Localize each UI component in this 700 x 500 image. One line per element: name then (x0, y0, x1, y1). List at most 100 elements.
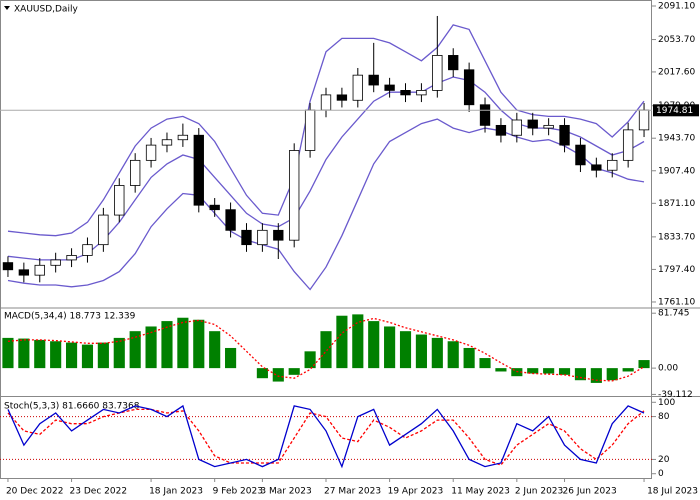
candle-body (575, 144, 586, 166)
y-tick-label: 2017.60 (658, 67, 695, 77)
macd-bar (415, 334, 427, 369)
candle-body (463, 69, 475, 106)
y-tick-label: 1761.10 (658, 297, 695, 307)
x-tick-label: 19 Apr 2023 (388, 487, 444, 497)
macd-bar (590, 368, 602, 383)
candle-body (257, 229, 268, 246)
candle-body (352, 74, 363, 101)
macd-bar (463, 347, 475, 369)
macd-bar (479, 358, 491, 369)
candle-body (368, 74, 379, 86)
x-tick-label: 3 Mar 2023 (260, 487, 311, 497)
candle-body (2, 262, 14, 271)
y-tick-label: 81.745 (658, 309, 690, 319)
macd-bar (399, 331, 412, 369)
macd-bar (193, 319, 205, 369)
macd-bar (574, 368, 587, 381)
y-tick-label: 20 (658, 455, 670, 465)
candle-body (479, 104, 491, 126)
y-tick-label: 1907.40 (658, 166, 695, 176)
plot-frame (0, 0, 652, 479)
y-tick-label: 1943.70 (658, 134, 695, 144)
macd-bar (129, 331, 141, 369)
stoch-k (7, 404, 645, 469)
macd-title: MACD(5,34,4) 18.773 12.339 (4, 312, 136, 322)
bollinger-middle (7, 76, 645, 261)
macd-bar (272, 368, 284, 382)
candle-body (527, 119, 538, 129)
candle-body (622, 129, 634, 161)
x-tick-label: 18 Jan 2023 (149, 487, 203, 497)
candle-body (495, 124, 507, 136)
macd-bar (495, 368, 507, 372)
menu-icon[interactable] (4, 6, 10, 10)
macd-bar (256, 368, 268, 379)
y-tick-label: 80 (658, 412, 670, 422)
x-tick-label: 9 Feb 2023 (213, 487, 263, 497)
candle-body (543, 124, 554, 129)
candle-body (591, 164, 602, 171)
macd-bar (145, 326, 157, 369)
y-tick-label: 0.00 (658, 364, 678, 374)
macd-bar (288, 368, 300, 375)
macd-bar (161, 321, 173, 369)
candle-body (336, 94, 348, 101)
macd-bar (336, 315, 348, 369)
macd-bar (34, 339, 46, 369)
candle-body (50, 259, 61, 266)
stoch-d (7, 408, 645, 466)
candle-body (193, 134, 204, 206)
candle-body (448, 55, 459, 71)
x-tick-label: 11 May 2023 (451, 487, 510, 497)
macd-bar (97, 342, 109, 369)
candle-body (66, 255, 77, 261)
x-tick-label: 20 Dec 2022 (6, 487, 64, 497)
x-tick-label: 2 Jun 2023 (515, 487, 563, 497)
y-tick-label: 1871.10 (658, 199, 695, 209)
candle-body (98, 214, 109, 246)
candle-body (289, 150, 300, 241)
x-tick-label: 27 Mar 2023 (324, 487, 381, 497)
last-price-box (653, 104, 699, 117)
candle-body (607, 159, 618, 171)
stoch-title: Stoch(5,3,3) 81.6660 83.7368 (4, 402, 140, 412)
macd-bar (527, 368, 539, 374)
candle-body (559, 124, 570, 146)
candle-body (400, 90, 411, 96)
y-tick-label: 100 (658, 398, 675, 408)
candle-body (638, 109, 650, 131)
candle-body (241, 229, 252, 246)
macd-bar (606, 368, 618, 381)
candle-body (304, 109, 316, 151)
macd-signal (7, 317, 645, 382)
macd-bar (431, 337, 443, 369)
y-tick-label: -39.112 (658, 390, 693, 400)
macd-bar (2, 337, 14, 369)
candle-body (225, 209, 236, 231)
candle-body (34, 264, 45, 276)
macd-bar (320, 331, 332, 369)
macd-bar (543, 368, 555, 374)
macd-bar (558, 368, 571, 375)
y-tick-label: 0 (658, 469, 664, 479)
x-tick-label: 26 Jun 2023 (563, 487, 617, 497)
candle-body (114, 185, 125, 216)
macd-bar (81, 344, 94, 369)
candle-body (320, 94, 332, 111)
macd-bar (209, 331, 221, 369)
y-tick-label: 1833.70 (658, 232, 695, 242)
macd-bar (304, 351, 316, 369)
y-tick-label: 1797.40 (658, 265, 695, 275)
y-tick-label: 2053.70 (658, 35, 695, 45)
candle-body (273, 229, 284, 241)
macd-bar (368, 321, 380, 369)
candle-body (416, 90, 427, 96)
candle-body (432, 55, 443, 91)
candle-body (161, 139, 173, 146)
x-tick-label: 18 Jul 2023 (647, 487, 698, 497)
macd-bar (638, 360, 650, 369)
candle-body (145, 144, 157, 161)
macd-bar (18, 338, 30, 369)
candle-body (82, 244, 93, 256)
